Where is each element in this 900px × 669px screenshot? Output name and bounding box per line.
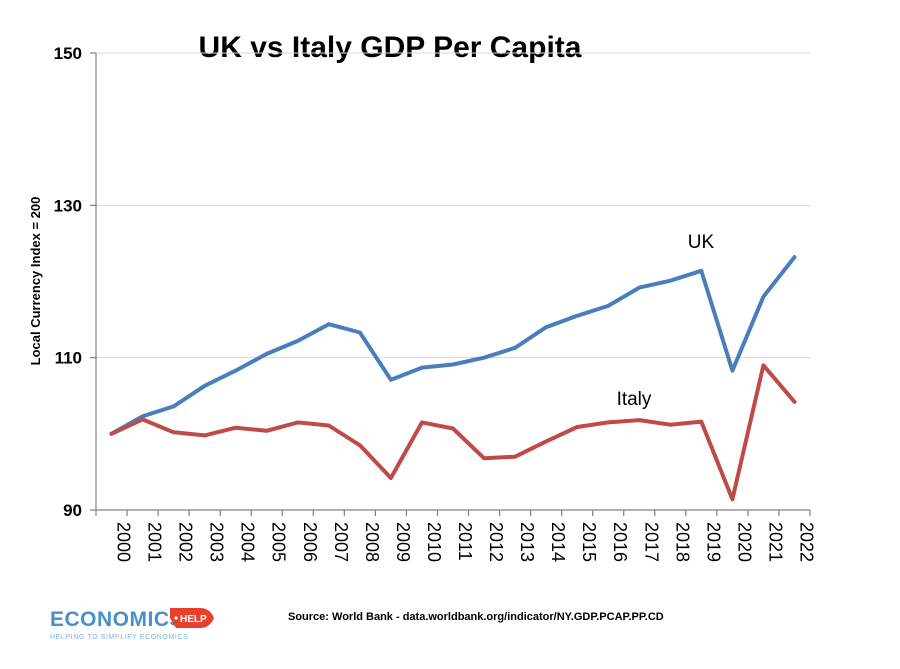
xtick-label-2017: 2017	[641, 522, 661, 562]
xtick-label-2021: 2021	[765, 522, 785, 562]
xtick-label-2006: 2006	[300, 522, 320, 562]
data-point-italy-2011	[451, 427, 455, 431]
xtick-label-2009: 2009	[393, 522, 413, 562]
data-point-italy-2021	[761, 363, 765, 367]
ytick-label-90: 90	[63, 501, 82, 520]
data-point-italy-2002	[172, 430, 176, 434]
xtick-label-2001: 2001	[145, 522, 165, 562]
data-point-italy-2019	[699, 420, 703, 424]
data-point-italy-2017	[637, 418, 641, 422]
logo-badge-shape	[170, 608, 214, 628]
data-point-uk-2013	[513, 346, 517, 350]
xtick-label-2022: 2022	[796, 522, 816, 562]
xtick-label-2007: 2007	[331, 522, 351, 562]
xtick-label-2003: 2003	[207, 522, 227, 562]
y-axis-label: Local Currency Index = 200	[28, 197, 43, 366]
axes-layer	[95, 53, 810, 511]
data-point-uk-2010	[420, 366, 424, 370]
data-point-uk-2018	[668, 279, 672, 283]
ytick-label-110: 110	[55, 349, 82, 368]
data-point-uk-2021	[761, 295, 765, 299]
data-point-uk-2002	[172, 404, 176, 408]
logo-tagline: HELPING TO SIMPLIFY ECONOMICS	[50, 634, 188, 641]
xtick-label-2004: 2004	[238, 522, 258, 562]
data-point-italy-2015	[575, 425, 579, 429]
ytick-label-130: 130	[54, 196, 82, 215]
series-line-uk	[109, 255, 797, 436]
xtick-label-2008: 2008	[362, 522, 382, 562]
series-layer	[109, 255, 797, 502]
xtick-label-2014: 2014	[548, 522, 568, 562]
xtick-label-2000: 2000	[114, 522, 134, 562]
ytick-label-150: 150	[54, 44, 82, 63]
logo-badge-dot	[174, 616, 178, 620]
logo-badge-text: HELP	[180, 614, 207, 625]
xtick-layer: 2000 2001 2002 2003 2004 2005 2006 2007 2008 2009…	[95, 510, 816, 562]
data-point-italy-2012	[482, 456, 486, 460]
data-point-italy-2004	[234, 426, 238, 430]
xtick-label-2013: 2013	[517, 522, 537, 562]
data-point-uk-2011	[451, 363, 455, 367]
data-point-uk-2009	[389, 378, 393, 382]
data-point-uk-2016	[606, 304, 610, 308]
data-point-italy-2016	[606, 420, 610, 424]
ytick-layer: 90 110 130 150	[54, 44, 96, 520]
economics-help-logo: ECONOMICS HELP HELPING TO SIMPLIFY ECONO…	[50, 608, 214, 641]
xtick-label-2015: 2015	[579, 522, 599, 562]
data-point-uk-2005	[265, 352, 269, 356]
chart-title: UK vs Italy GDP Per Capita	[199, 31, 582, 64]
data-point-uk-2022	[792, 255, 796, 259]
data-point-uk-2008	[358, 331, 362, 335]
xtick-label-2018: 2018	[672, 522, 692, 562]
data-point-italy-2022	[792, 400, 796, 404]
xtick-label-2020: 2020	[734, 522, 754, 562]
source-note: Source: World Bank - data.worldbank.org/…	[288, 611, 664, 623]
data-point-uk-2012	[482, 356, 486, 360]
xtick-label-2002: 2002	[176, 522, 196, 562]
series-label-uk: UK	[688, 232, 715, 253]
data-point-uk-2020	[730, 369, 734, 373]
data-point-italy-2014	[544, 439, 548, 443]
data-point-italy-2020	[730, 497, 734, 501]
data-point-uk-2007	[327, 322, 331, 326]
grid-layer	[96, 52, 810, 359]
data-point-italy-2007	[327, 423, 331, 427]
xtick-label-2005: 2005	[269, 522, 289, 562]
data-point-italy-2001	[141, 417, 145, 421]
xtick-label-2011: 2011	[455, 522, 475, 561]
data-point-uk-2015	[575, 314, 579, 318]
data-point-italy-2009	[389, 476, 393, 480]
series-label-italy: Italy	[617, 389, 652, 410]
xtick-label-2012: 2012	[486, 522, 506, 562]
data-point-italy-2005	[265, 429, 269, 433]
data-point-italy-2018	[668, 423, 672, 427]
data-point-uk-2001	[141, 414, 145, 418]
data-point-uk-2004	[234, 369, 238, 373]
data-point-uk-2017	[637, 286, 641, 290]
data-point-italy-2013	[513, 455, 517, 459]
logo-wordmark: ECONOMICS	[50, 608, 184, 631]
xtick-label-2016: 2016	[610, 522, 630, 562]
data-point-italy-2010	[420, 420, 424, 424]
data-point-uk-2006	[296, 339, 300, 343]
data-point-uk-2019	[699, 269, 703, 273]
xtick-label-2010: 2010	[424, 522, 444, 562]
series-line-italy	[109, 363, 797, 502]
data-point-italy-2000	[110, 432, 114, 436]
data-point-uk-2014	[544, 325, 548, 329]
data-point-uk-2003	[203, 384, 207, 388]
data-point-italy-2008	[358, 443, 362, 447]
xtick-label-2019: 2019	[703, 522, 723, 562]
data-point-italy-2003	[203, 433, 207, 437]
data-point-italy-2006	[296, 420, 300, 424]
